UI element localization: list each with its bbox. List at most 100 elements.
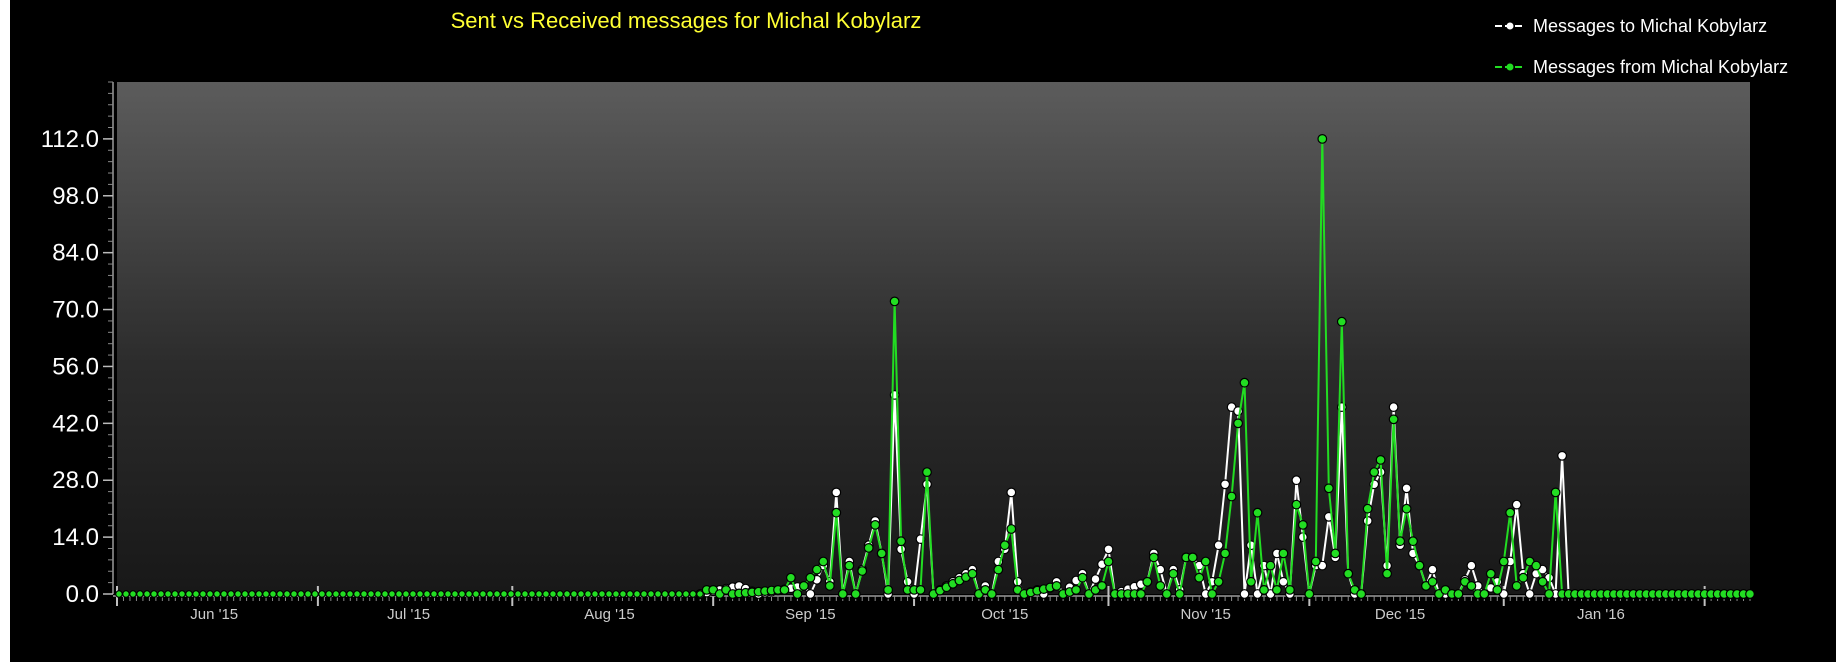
- data-point[interactable]: [967, 568, 978, 579]
- data-point[interactable]: [1537, 576, 1548, 587]
- data-point[interactable]: [1103, 544, 1114, 555]
- data-point[interactable]: [799, 581, 809, 591]
- data-point[interactable]: [1278, 576, 1289, 587]
- data-point[interactable]: [1330, 548, 1341, 559]
- data-point[interactable]: [1194, 572, 1205, 583]
- data-point[interactable]: [1226, 491, 1237, 502]
- data-point[interactable]: [857, 566, 868, 576]
- data-point[interactable]: [1097, 581, 1107, 591]
- data-point[interactable]: [870, 520, 881, 530]
- data-point[interactable]: [1006, 487, 1017, 498]
- data-point[interactable]: [1336, 316, 1347, 327]
- data-point[interactable]: [993, 564, 1004, 575]
- data-point[interactable]: [1518, 572, 1529, 583]
- legend-item-sent[interactable]: Messages to Michal Kobylarz: [1495, 16, 1767, 36]
- data-point[interactable]: [786, 572, 796, 583]
- data-point[interactable]: [1408, 536, 1418, 547]
- data-point[interactable]: [1550, 487, 1561, 498]
- data-point[interactable]: [1401, 483, 1412, 494]
- data-point[interactable]: [896, 536, 906, 547]
- data-point[interactable]: [1239, 377, 1250, 388]
- data-point[interactable]: [1220, 479, 1230, 490]
- data-point[interactable]: [1511, 581, 1522, 591]
- data-point[interactable]: [1148, 552, 1159, 563]
- data-point[interactable]: [1557, 450, 1567, 461]
- data-point[interactable]: [1317, 133, 1328, 144]
- data-point[interactable]: [837, 589, 848, 599]
- legend-item-received[interactable]: Messages from Michal Kobylarz: [1495, 57, 1788, 77]
- data-point[interactable]: [876, 548, 887, 559]
- data-point[interactable]: [1213, 540, 1224, 551]
- data-point[interactable]: [1161, 589, 1172, 599]
- data-point[interactable]: [1142, 576, 1153, 587]
- data-point[interactable]: [922, 467, 932, 478]
- data-point[interactable]: [1427, 564, 1438, 575]
- data-point[interactable]: [1369, 467, 1380, 478]
- data-point[interactable]: [1356, 589, 1367, 599]
- data-point[interactable]: [1278, 548, 1289, 559]
- data-point[interactable]: [1485, 568, 1496, 579]
- data-point[interactable]: [818, 556, 829, 567]
- data-point[interactable]: [1265, 560, 1276, 571]
- data-point[interactable]: [1382, 568, 1392, 579]
- data-point[interactable]: [1200, 556, 1211, 567]
- data-point[interactable]: [986, 589, 997, 599]
- data-point[interactable]: [1505, 507, 1516, 518]
- data-point[interactable]: [1453, 589, 1464, 599]
- data-point[interactable]: [1479, 589, 1490, 599]
- data-point[interactable]: [812, 564, 822, 575]
- data-point[interactable]: [850, 589, 861, 599]
- data-point[interactable]: [1511, 499, 1522, 510]
- data-point[interactable]: [1304, 589, 1315, 599]
- data-point[interactable]: [1362, 503, 1373, 514]
- data-point[interactable]: [1498, 556, 1509, 567]
- data-point[interactable]: [1174, 589, 1185, 599]
- data-point[interactable]: [1220, 548, 1230, 559]
- data-point[interactable]: [1239, 589, 1250, 599]
- data-point[interactable]: [1252, 507, 1263, 518]
- data-point[interactable]: [824, 581, 835, 591]
- data-point[interactable]: [1051, 581, 1062, 591]
- data-point[interactable]: [1168, 568, 1179, 579]
- data-point[interactable]: [883, 585, 893, 595]
- data-point[interactable]: [1395, 536, 1405, 547]
- data-point[interactable]: [1388, 414, 1399, 425]
- data-point[interactable]: [1745, 589, 1755, 599]
- data-point[interactable]: [1375, 455, 1386, 465]
- data-point[interactable]: [863, 543, 874, 553]
- data-point[interactable]: [1343, 568, 1354, 579]
- data-point[interactable]: [999, 540, 1010, 551]
- data-point[interactable]: [1103, 556, 1114, 567]
- data-point[interactable]: [1207, 589, 1217, 599]
- data-point[interactable]: [1233, 418, 1243, 429]
- data-point[interactable]: [1401, 503, 1412, 514]
- data-point[interactable]: [831, 487, 842, 498]
- data-point[interactable]: [1271, 585, 1282, 595]
- data-point[interactable]: [805, 589, 816, 599]
- data-point[interactable]: [1297, 520, 1308, 530]
- data-point[interactable]: [1213, 576, 1224, 587]
- data-point[interactable]: [779, 585, 790, 595]
- data-point[interactable]: [844, 560, 855, 571]
- data-point[interactable]: [1155, 581, 1166, 591]
- data-point[interactable]: [1310, 556, 1321, 567]
- data-point[interactable]: [831, 507, 842, 518]
- data-point[interactable]: [1291, 475, 1302, 486]
- data-point[interactable]: [1246, 576, 1256, 587]
- data-point[interactable]: [1006, 524, 1017, 534]
- data-point[interactable]: [1090, 574, 1101, 584]
- data-point[interactable]: [1466, 581, 1477, 591]
- data-point[interactable]: [1544, 589, 1554, 599]
- data-point[interactable]: [1077, 572, 1088, 583]
- data-point[interactable]: [1323, 483, 1334, 494]
- data-point[interactable]: [1466, 560, 1477, 571]
- data-point[interactable]: [1187, 552, 1198, 563]
- data-point[interactable]: [1492, 585, 1503, 595]
- data-point[interactable]: [889, 296, 900, 307]
- data-point[interactable]: [1531, 560, 1542, 571]
- data-point[interactable]: [1291, 499, 1302, 510]
- data-point[interactable]: [805, 572, 816, 583]
- data-point[interactable]: [1259, 585, 1269, 595]
- data-point[interactable]: [1284, 585, 1295, 595]
- data-point[interactable]: [792, 589, 803, 599]
